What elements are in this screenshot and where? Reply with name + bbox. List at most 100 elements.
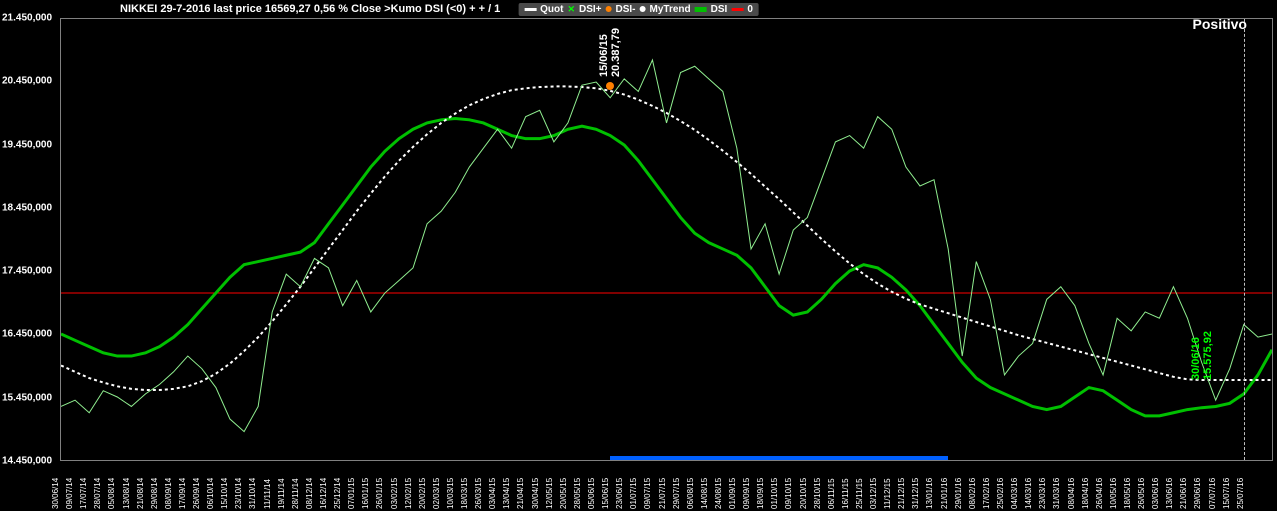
x-tick-label: 18/09/15: [756, 461, 765, 509]
x-tick-label: 03/12/15: [869, 461, 878, 509]
x-tick-label: 10/05/16: [1109, 461, 1118, 509]
x-tick-label: 13/01/16: [925, 461, 934, 509]
x-tick-label: 18/03/15: [460, 461, 469, 509]
legend-item: 0: [731, 4, 753, 15]
x-tick-label: 13/04/15: [502, 461, 511, 509]
x-tick-label: 28/11/14: [291, 461, 300, 509]
x-tick-label: 21/07/15: [658, 461, 667, 509]
x-tick-label: 20/10/15: [799, 461, 808, 509]
x-tick-label: 13/08/14: [122, 461, 131, 509]
x-tick-label: 08/02/16: [968, 461, 977, 509]
x-tick-label: 26/03/15: [474, 461, 483, 509]
x-tick-label: 26/05/16: [1137, 461, 1146, 509]
x-tick-label: 03/02/15: [390, 461, 399, 509]
x-tick-label: 02/03/15: [432, 461, 441, 509]
y-tick-label: 15.450,000: [2, 392, 52, 403]
x-tick-label: 04/03/16: [1010, 461, 1019, 509]
x-tick-label: 21/01/16: [940, 461, 949, 509]
x-tick-label: 29/06/16: [1193, 461, 1202, 509]
dsi-minus-marker: [606, 82, 614, 90]
x-tick-label: 29/08/14: [150, 461, 159, 509]
x-tick-label: 16/11/15: [841, 461, 850, 509]
x-tick-label: 06/11/15: [827, 461, 836, 509]
y-tick-label: 16.450,000: [2, 329, 52, 340]
x-tick-label: 08/04/16: [1067, 461, 1076, 509]
y-tick-label: 20.450,000: [2, 76, 52, 87]
x-tick-label: 14/08/15: [700, 461, 709, 509]
legend-item: DSI: [695, 4, 728, 15]
x-tick-label: 26/04/16: [1095, 461, 1104, 509]
y-tick-label: 19.450,000: [2, 139, 52, 150]
y-tick-label: 14.450,000: [2, 456, 52, 467]
x-tick-label: 25/02/16: [996, 461, 1005, 509]
x-tick-label: 16/12/14: [319, 461, 328, 509]
x-tick-label: 06/10/14: [206, 461, 215, 509]
x-tick-label: 30/06/14: [51, 461, 60, 509]
x-tick-label: 26/01/15: [375, 461, 384, 509]
x-tick-label: 17/02/16: [982, 461, 991, 509]
y-tick-label: 17.450,000: [2, 266, 52, 277]
x-tick-label: 20/05/15: [559, 461, 568, 509]
x-tick-label: 28/05/15: [573, 461, 582, 509]
x-tick-label: 07/01/15: [347, 461, 356, 509]
x-tick-label: 09/10/15: [784, 461, 793, 509]
x-tick-label: 11/11/14: [263, 461, 272, 509]
x-tick-label: 16/01/15: [361, 461, 370, 509]
x-tick-label: 23/03/16: [1038, 461, 1047, 509]
chart-svg: [61, 19, 1272, 460]
chart-window: NIKKEI 29-7-2016 last price 16569,27 0,5…: [0, 0, 1277, 511]
cursor-line: [1244, 19, 1245, 460]
x-tick-label: 06/08/15: [686, 461, 695, 509]
x-tick-label: 15/10/14: [220, 461, 229, 509]
x-tick-label: 11/12/15: [883, 461, 892, 509]
x-tick-label: 05/06/15: [587, 461, 596, 509]
x-tick-label: 21/12/15: [897, 461, 906, 509]
x-tick-label: 18/04/16: [1081, 461, 1090, 509]
x-tick-label: 26/09/14: [192, 461, 201, 509]
x-tick-label: 08/09/14: [164, 461, 173, 509]
legend-item: Quot: [524, 4, 563, 15]
x-tick-label: 20/02/15: [418, 461, 427, 509]
x-tick-label: 28/10/15: [813, 461, 822, 509]
x-tick-label: 25/11/15: [855, 461, 864, 509]
ticker-info: NIKKEI 29-7-2016 last price 16569,27 0,5…: [120, 3, 500, 15]
legend-item: ✕DSI+: [567, 4, 601, 15]
x-tick-label: 01/07/15: [629, 461, 638, 509]
x-tick-label: 03/06/16: [1151, 461, 1160, 509]
x-tick-label: 10/03/15: [446, 461, 455, 509]
x-tick-label: 23/06/15: [615, 461, 624, 509]
x-tick-label: 09/07/15: [643, 461, 652, 509]
x-tick-label: 09/09/15: [742, 461, 751, 509]
x-tick-label: 18/05/16: [1123, 461, 1132, 509]
x-tick-label: 21/06/16: [1179, 461, 1188, 509]
x-tick-label: 01/10/15: [770, 461, 779, 509]
y-tick-label: 21.450,000: [2, 13, 52, 24]
x-tick-label: 25/12/14: [333, 461, 342, 509]
legend-item: DSI-: [606, 4, 636, 15]
x-tick-label: 31/10/14: [248, 461, 257, 509]
x-axis-labels: 30/06/1409/07/1417/07/1428/07/1405/08/14…: [60, 461, 1273, 511]
x-tick-label: 17/09/14: [178, 461, 187, 509]
x-tick-label: 31/03/16: [1052, 461, 1061, 509]
y-tick-label: 18.450,000: [2, 202, 52, 213]
x-tick-label: 17/07/14: [79, 461, 88, 509]
x-tick-label: 14/03/16: [1024, 461, 1033, 509]
x-tick-label: 19/11/14: [277, 461, 286, 509]
legend: Quot ✕DSI+ DSI- MyTrend DSI0: [518, 3, 759, 16]
x-tick-label: 01/09/15: [728, 461, 737, 509]
x-tick-label: 09/07/14: [65, 461, 74, 509]
x-tick-label: 28/07/14: [93, 461, 102, 509]
chart-header: NIKKEI 29-7-2016 last price 16569,27 0,5…: [0, 1, 1277, 17]
x-tick-label: 29/07/15: [672, 461, 681, 509]
x-tick-label: 21/04/15: [516, 461, 525, 509]
x-tick-label: 15/06/15: [601, 461, 610, 509]
x-tick-label: 12/05/15: [545, 461, 554, 509]
chart-plot-area[interactable]: 15/06/1520.387,7930/06/1615.575,92: [60, 18, 1273, 461]
x-tick-label: 21/08/14: [136, 461, 145, 509]
x-tick-label: 03/04/15: [488, 461, 497, 509]
range-bar: [610, 456, 948, 460]
x-tick-label: 23/10/14: [234, 461, 243, 509]
legend-item: MyTrend: [640, 4, 691, 15]
x-tick-label: 13/06/16: [1165, 461, 1174, 509]
x-tick-label: 12/02/15: [404, 461, 413, 509]
